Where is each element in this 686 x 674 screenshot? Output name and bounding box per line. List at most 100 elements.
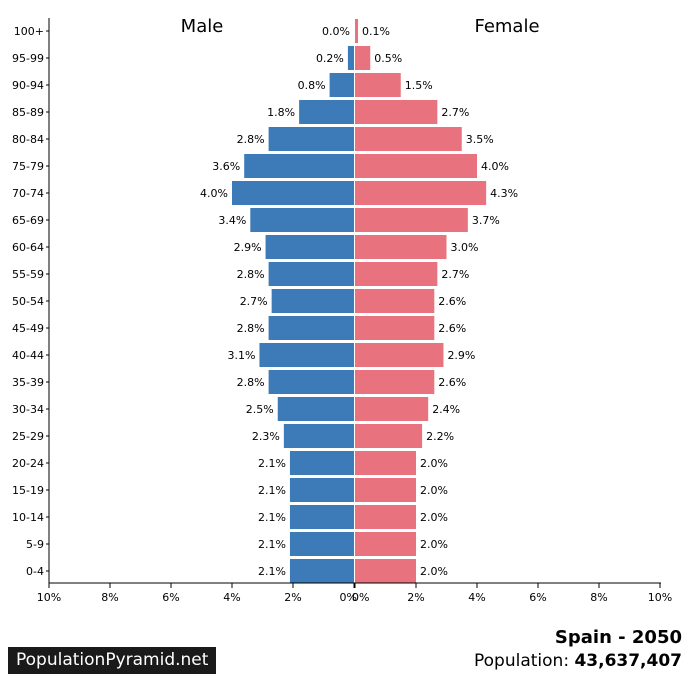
female-bar bbox=[355, 289, 435, 313]
brand-logo[interactable]: PopulationPyramid.net bbox=[8, 647, 217, 674]
male-bar bbox=[289, 559, 354, 583]
male-bar bbox=[329, 73, 354, 97]
age-label: 45-49 bbox=[12, 322, 44, 335]
legend: Male Female bbox=[181, 16, 540, 37]
age-label: 20-24 bbox=[12, 457, 44, 470]
male-bar bbox=[250, 208, 354, 232]
male-bar-label: 2.8% bbox=[237, 133, 265, 146]
female-bar bbox=[355, 154, 477, 178]
x-tick-label: 6% bbox=[529, 591, 546, 604]
male-bar-label: 2.1% bbox=[258, 457, 286, 470]
x-tick-label: 10% bbox=[648, 591, 672, 604]
female-bar bbox=[355, 19, 359, 43]
male-bar-label: 2.1% bbox=[258, 484, 286, 497]
female-bar-label: 3.5% bbox=[466, 133, 494, 146]
age-label: 95-99 bbox=[12, 52, 44, 65]
female-bar-label: 2.6% bbox=[438, 376, 466, 389]
female-bar-label: 2.0% bbox=[420, 511, 448, 524]
x-tick-label: 4% bbox=[468, 591, 485, 604]
x-tick-label: 0% bbox=[340, 591, 357, 604]
female-bar-label: 3.7% bbox=[472, 214, 500, 227]
x-tick-label: 4% bbox=[223, 591, 240, 604]
female-bar bbox=[355, 262, 438, 286]
age-label: 60-64 bbox=[12, 241, 44, 254]
x-axis: 10% 8% 6% 4% 2% 0%0% 2% 4% 6% 8% 10% bbox=[37, 582, 672, 604]
female-bar bbox=[355, 316, 435, 340]
male-bar bbox=[289, 505, 354, 529]
population-value: 43,637,407 bbox=[574, 651, 682, 671]
population-line: Population: 43,637,407 bbox=[474, 651, 682, 671]
age-label: 35-39 bbox=[12, 376, 44, 389]
bars: 0.0% 0.1% 0.2% 0.5% 0.8% 1.5% 1.8% 2.7% 2.8% 3.5%… bbox=[200, 19, 518, 583]
age-label: 65-69 bbox=[12, 214, 44, 227]
female-bar-label: 0.1% bbox=[362, 25, 390, 38]
female-bar bbox=[355, 46, 371, 70]
female-bar bbox=[355, 505, 416, 529]
age-label: 80-84 bbox=[12, 133, 44, 146]
female-bar bbox=[355, 397, 429, 421]
x-tick-label: 8% bbox=[101, 591, 118, 604]
male-bar-label: 2.1% bbox=[258, 511, 286, 524]
male-bar bbox=[299, 100, 354, 124]
male-bar-label: 3.6% bbox=[212, 160, 240, 173]
x-tick-label: 10% bbox=[37, 591, 61, 604]
age-label: 15-19 bbox=[12, 484, 44, 497]
female-bar bbox=[355, 235, 447, 259]
female-bar bbox=[355, 424, 423, 448]
female-bar-label: 2.2% bbox=[426, 430, 454, 443]
male-bar-label: 2.8% bbox=[237, 376, 265, 389]
female-bar-label: 2.4% bbox=[432, 403, 460, 416]
male-bar bbox=[271, 289, 354, 313]
x-tick-label: 6% bbox=[162, 591, 179, 604]
male-bar-label: 0.8% bbox=[298, 79, 326, 92]
female-bar bbox=[355, 370, 435, 394]
male-bar bbox=[268, 316, 354, 340]
age-label: 70-74 bbox=[12, 187, 44, 200]
age-label: 0-4 bbox=[26, 565, 44, 578]
male-bar-label: 2.5% bbox=[246, 403, 274, 416]
female-bar bbox=[355, 208, 468, 232]
male-bar-label: 0.2% bbox=[316, 52, 344, 65]
female-bar-label: 2.0% bbox=[420, 457, 448, 470]
male-bar-label: 3.4% bbox=[218, 214, 246, 227]
female-bar bbox=[355, 451, 416, 475]
legend-male: Male bbox=[181, 16, 224, 37]
population-label: Population: bbox=[474, 651, 570, 671]
male-bar-label: 0.0% bbox=[322, 25, 350, 38]
age-label: 10-14 bbox=[12, 511, 44, 524]
male-bar-label: 2.7% bbox=[240, 295, 268, 308]
female-bar-label: 4.0% bbox=[481, 160, 509, 173]
male-bar bbox=[268, 370, 354, 394]
age-label: 30-34 bbox=[12, 403, 44, 416]
female-bar bbox=[355, 532, 416, 556]
male-bar-label: 1.8% bbox=[267, 106, 295, 119]
female-bar-label: 0.5% bbox=[374, 52, 402, 65]
male-bar bbox=[289, 532, 354, 556]
female-bar bbox=[355, 73, 401, 97]
male-bar bbox=[244, 154, 354, 178]
male-bar-label: 2.1% bbox=[258, 565, 286, 578]
female-bar-label: 4.3% bbox=[490, 187, 518, 200]
male-bar bbox=[232, 181, 354, 205]
age-label: 50-54 bbox=[12, 295, 44, 308]
male-bar bbox=[268, 127, 354, 151]
female-bar-label: 3.0% bbox=[451, 241, 479, 254]
female-bar bbox=[355, 559, 416, 583]
female-bar bbox=[355, 181, 487, 205]
male-bar bbox=[283, 424, 354, 448]
male-bar bbox=[277, 397, 354, 421]
female-bar bbox=[355, 343, 444, 367]
male-bar-label: 4.0% bbox=[200, 187, 228, 200]
female-bar-label: 2.7% bbox=[441, 268, 469, 281]
age-label: 25-29 bbox=[12, 430, 44, 443]
female-bar-label: 1.5% bbox=[405, 79, 433, 92]
age-label: 85-89 bbox=[12, 106, 44, 119]
female-bar-label: 2.9% bbox=[447, 349, 475, 362]
male-bar-label: 2.9% bbox=[234, 241, 262, 254]
age-label: 55-59 bbox=[12, 268, 44, 281]
x-tick-label: 8% bbox=[590, 591, 607, 604]
male-bar bbox=[289, 478, 354, 502]
female-bar bbox=[355, 100, 438, 124]
male-bar-label: 2.8% bbox=[237, 268, 265, 281]
female-bar-label: 2.7% bbox=[441, 106, 469, 119]
